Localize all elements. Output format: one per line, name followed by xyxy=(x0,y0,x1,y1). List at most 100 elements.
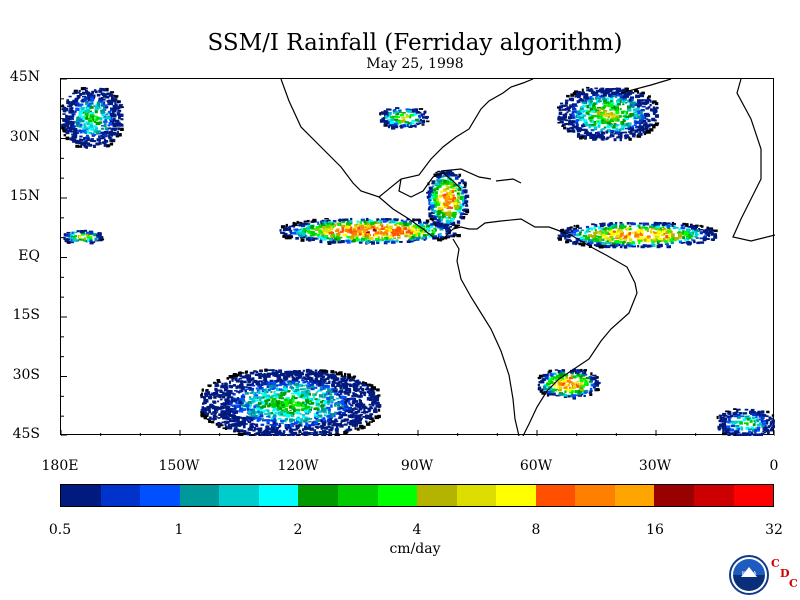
rain-pixel xyxy=(358,232,363,236)
rain-pixel xyxy=(605,137,609,140)
rain-pixel xyxy=(386,119,391,123)
rain-pixel xyxy=(431,230,436,234)
rain-pixel xyxy=(273,412,277,415)
rain-pixel xyxy=(391,240,396,244)
rain-pixel xyxy=(247,380,251,384)
rain-pixel xyxy=(647,106,651,109)
rain-pixel xyxy=(317,229,322,231)
rain-pixel xyxy=(446,180,449,183)
rain-pixel xyxy=(684,231,689,234)
rain-pixel xyxy=(95,130,100,134)
rain-pixel xyxy=(286,370,291,373)
rain-pixel xyxy=(421,124,425,126)
rain-pixel xyxy=(258,380,262,383)
rain-pixel xyxy=(79,103,84,106)
rain-pixel xyxy=(362,381,365,384)
rain-pixel xyxy=(307,384,311,388)
rain-pixel xyxy=(61,108,64,111)
rain-pixel xyxy=(344,387,347,389)
rain-pixel xyxy=(259,411,263,415)
rain-pixel xyxy=(251,383,254,386)
rain-pixel xyxy=(327,230,331,232)
rain-pixel xyxy=(338,395,342,398)
rain-pixel xyxy=(609,236,614,238)
rain-pixel xyxy=(291,415,295,418)
rain-pixel xyxy=(301,377,304,380)
rain-pixel xyxy=(83,137,86,141)
rain-pixel xyxy=(383,110,388,114)
rain-pixel xyxy=(279,382,283,385)
rain-pixel xyxy=(111,96,115,99)
rain-pixel xyxy=(318,389,323,392)
rain-pixel xyxy=(336,383,341,386)
rain-pixel xyxy=(574,95,577,98)
rain-pixel xyxy=(242,425,246,429)
rain-pixel xyxy=(334,371,337,373)
rain-pixel xyxy=(315,226,320,229)
rain-pixel xyxy=(219,424,224,427)
rain-pixel xyxy=(608,102,611,105)
rain-pixel xyxy=(572,105,576,110)
rain-pixel xyxy=(446,224,450,227)
rain-pixel xyxy=(312,435,316,436)
rain-pixel xyxy=(588,375,592,380)
rain-pixel xyxy=(594,229,597,232)
rain-pixel xyxy=(313,429,317,432)
rain-pixel xyxy=(703,230,707,234)
rain-pixel xyxy=(373,397,378,399)
rain-pixel xyxy=(347,220,350,223)
rain-pixel xyxy=(369,413,374,416)
rain-pixel xyxy=(667,222,671,225)
rain-pixel xyxy=(266,425,269,429)
rain-pixel xyxy=(463,189,468,193)
rain-pixel xyxy=(311,400,314,402)
rain-pixel xyxy=(228,384,231,387)
rain-pixel xyxy=(235,374,238,378)
rain-pixel xyxy=(646,228,650,233)
rain-pixel xyxy=(443,174,448,177)
rain-pixel xyxy=(233,411,237,414)
rain-pixel xyxy=(352,230,357,233)
rain-pixel xyxy=(391,123,395,127)
rain-pixel xyxy=(384,231,387,235)
rain-pixel xyxy=(270,434,272,436)
rain-pixel xyxy=(390,116,395,119)
map-title: SSM/I Rainfall (Ferriday algorithm) xyxy=(207,30,623,56)
rain-pixel xyxy=(350,415,355,419)
rain-pixel xyxy=(226,406,229,409)
rain-pixel xyxy=(689,231,693,234)
rain-pixel xyxy=(346,421,350,424)
rain-pixel xyxy=(112,121,115,124)
rain-pixel xyxy=(438,216,442,219)
rain-pixel xyxy=(383,226,389,228)
rain-pixel xyxy=(739,420,742,423)
rain-pixel xyxy=(656,233,661,236)
rain-pixel xyxy=(590,129,595,132)
rain-pixel xyxy=(409,231,413,235)
rain-pixel xyxy=(445,181,450,185)
rain-pixel xyxy=(635,110,639,113)
rain-pixel xyxy=(336,372,341,376)
rain-pixel xyxy=(462,199,465,203)
rain-pixel xyxy=(329,390,334,393)
rain-pixel xyxy=(103,140,109,143)
rain-pixel xyxy=(319,369,323,371)
rain-pixel xyxy=(295,237,299,240)
rain-pixel xyxy=(452,211,457,216)
rain-pixel xyxy=(566,227,570,231)
rain-pixel xyxy=(455,176,459,180)
rain-pixel xyxy=(85,116,89,120)
rain-pixel xyxy=(318,383,321,387)
rain-pixel xyxy=(308,369,313,373)
rain-pixel xyxy=(251,390,254,393)
rain-pixel xyxy=(307,224,311,227)
rain-pixel xyxy=(431,235,436,238)
rain-pixel xyxy=(642,99,647,101)
rain-pixel xyxy=(78,114,82,118)
rain-pixel xyxy=(598,135,602,138)
rain-pixel xyxy=(435,171,438,174)
rain-pixel xyxy=(652,243,656,247)
rain-pixel xyxy=(604,235,607,238)
rain-pixel xyxy=(222,391,225,395)
rain-pixel xyxy=(275,395,280,399)
